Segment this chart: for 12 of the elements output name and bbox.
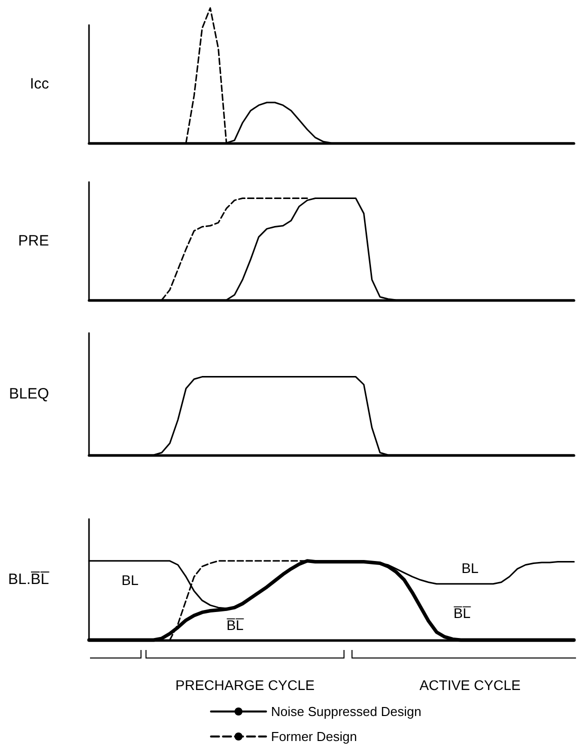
- legend-label: Former Design: [271, 729, 357, 744]
- y-axis-title: Icc: [30, 76, 50, 92]
- annotation: B̅L̅: [226, 617, 245, 633]
- annotation: BL: [121, 572, 139, 588]
- y-axis-title: BLEQ: [8, 386, 49, 402]
- text: PRECHARGE CYCLE: [175, 677, 315, 693]
- legend-label: Noise Suppressed Design: [271, 704, 422, 719]
- annotation: B̅L̅: [452, 605, 472, 621]
- y-axis-title: PRE: [18, 232, 49, 250]
- annotation: BL: [461, 560, 479, 576]
- y-axis-title: BL.B̅L̅: [8, 571, 50, 588]
- text: ACTIVE CYCLE: [419, 677, 521, 693]
